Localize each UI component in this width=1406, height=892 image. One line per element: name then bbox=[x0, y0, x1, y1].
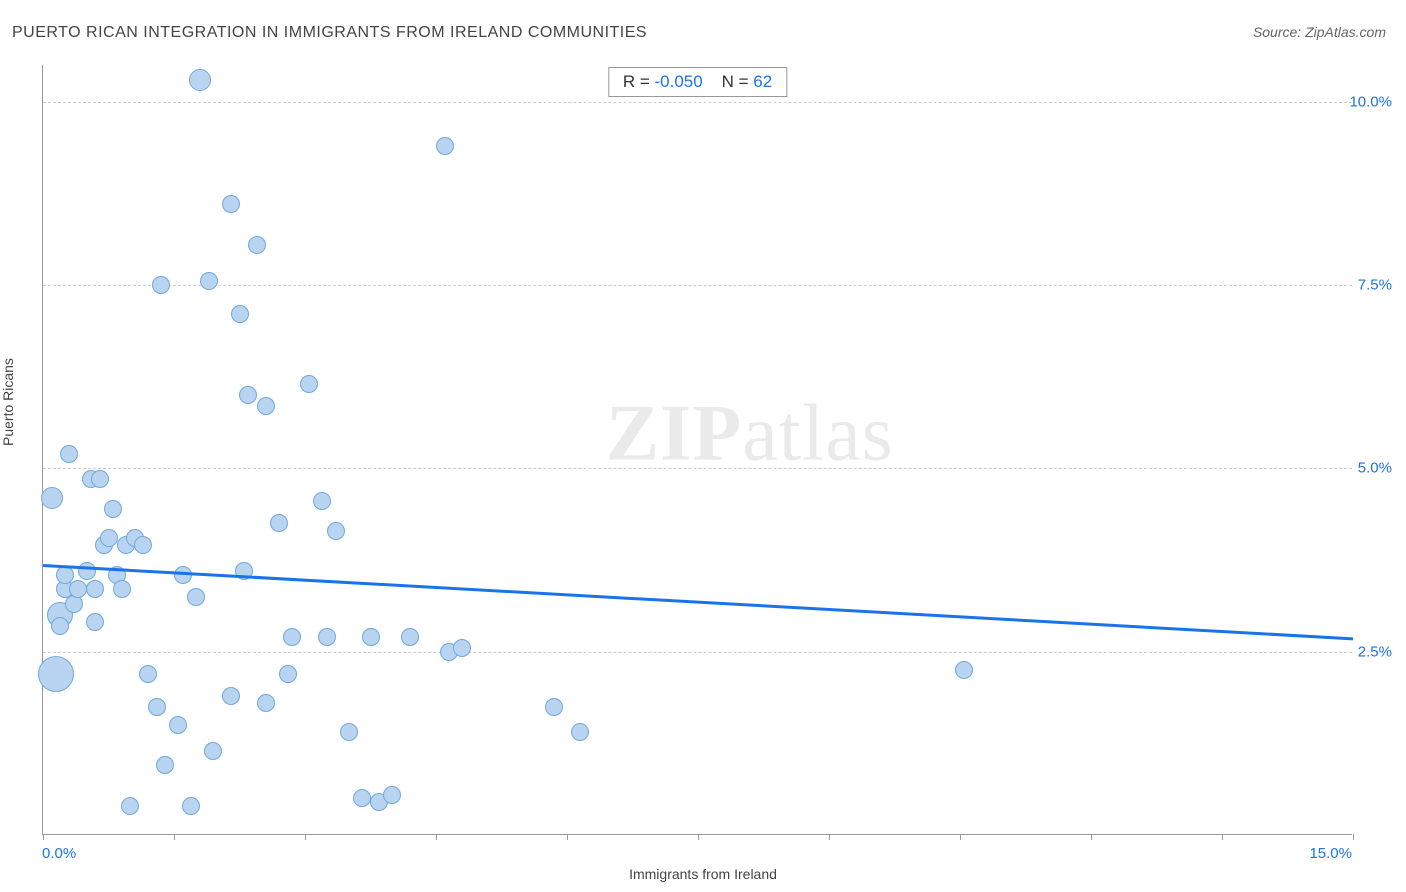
scatter-point bbox=[231, 305, 249, 323]
scatter-point bbox=[86, 580, 104, 598]
scatter-point bbox=[148, 698, 166, 716]
x-tick-mark bbox=[698, 834, 699, 840]
watermark: ZIPatlas bbox=[606, 389, 894, 480]
scatter-point bbox=[279, 665, 297, 683]
y-axis-label: Puerto Ricans bbox=[0, 358, 16, 446]
scatter-point bbox=[318, 628, 336, 646]
scatter-point bbox=[327, 522, 345, 540]
chart-title: PUERTO RICAN INTEGRATION IN IMMIGRANTS F… bbox=[12, 24, 647, 42]
scatter-point bbox=[189, 69, 211, 91]
x-tick-mark bbox=[567, 834, 568, 840]
scatter-point bbox=[313, 492, 331, 510]
gridline-h bbox=[43, 102, 1352, 103]
gridline-h bbox=[43, 285, 1352, 286]
scatter-point bbox=[60, 445, 78, 463]
scatter-point bbox=[239, 386, 257, 404]
scatter-point bbox=[270, 514, 288, 532]
x-tick-mark bbox=[1353, 834, 1354, 840]
y-tick-label: 5.0% bbox=[1358, 460, 1392, 477]
watermark-zip: ZIP bbox=[606, 390, 742, 478]
y-tick-label: 10.0% bbox=[1349, 93, 1392, 110]
scatter-point bbox=[283, 628, 301, 646]
x-tick-label-max: 15.0% bbox=[1309, 845, 1352, 862]
scatter-point bbox=[383, 786, 401, 804]
x-axis-label: Immigrants from Ireland bbox=[629, 866, 777, 882]
scatter-point bbox=[69, 580, 87, 598]
scatter-point bbox=[41, 487, 63, 509]
scatter-point bbox=[571, 723, 589, 741]
x-tick-mark bbox=[829, 834, 830, 840]
scatter-point bbox=[187, 588, 205, 606]
scatter-point bbox=[204, 742, 222, 760]
watermark-atlas: atlas bbox=[742, 390, 894, 478]
scatter-point bbox=[436, 137, 454, 155]
scatter-point bbox=[353, 789, 371, 807]
x-tick-mark bbox=[960, 834, 961, 840]
scatter-point bbox=[257, 397, 275, 415]
scatter-point bbox=[51, 617, 69, 635]
scatter-point bbox=[91, 470, 109, 488]
scatter-point bbox=[401, 628, 419, 646]
x-tick-mark bbox=[1091, 834, 1092, 840]
scatter-point bbox=[100, 529, 118, 547]
scatter-point bbox=[222, 687, 240, 705]
scatter-point bbox=[545, 698, 563, 716]
scatter-point bbox=[955, 661, 973, 679]
scatter-point bbox=[257, 694, 275, 712]
x-tick-mark bbox=[436, 834, 437, 840]
x-tick-mark bbox=[1222, 834, 1223, 840]
scatter-point bbox=[139, 665, 157, 683]
scatter-point bbox=[182, 797, 200, 815]
x-tick-mark bbox=[43, 834, 44, 840]
gridline-h bbox=[43, 652, 1352, 653]
scatter-point bbox=[104, 500, 122, 518]
scatter-point bbox=[222, 195, 240, 213]
scatter-point bbox=[169, 716, 187, 734]
y-tick-label: 2.5% bbox=[1358, 643, 1392, 660]
n-label: N = bbox=[722, 72, 749, 91]
scatter-point bbox=[86, 613, 104, 631]
trend-line bbox=[43, 564, 1353, 640]
r-label: R = bbox=[623, 72, 650, 91]
x-tick-mark bbox=[174, 834, 175, 840]
scatter-point bbox=[248, 236, 266, 254]
scatter-point bbox=[200, 272, 218, 290]
n-value: 62 bbox=[753, 72, 772, 91]
stats-box: R = -0.050 N = 62 bbox=[608, 67, 787, 97]
gridline-h bbox=[43, 468, 1352, 469]
x-tick-mark bbox=[305, 834, 306, 840]
scatter-point bbox=[38, 656, 74, 692]
scatter-point bbox=[156, 756, 174, 774]
scatter-point bbox=[362, 628, 380, 646]
plot-area: R = -0.050 N = 62 ZIPatlas bbox=[42, 65, 1352, 835]
r-value: -0.050 bbox=[654, 72, 702, 91]
scatter-point bbox=[152, 276, 170, 294]
source-attribution: Source: ZipAtlas.com bbox=[1253, 24, 1386, 40]
x-tick-label-min: 0.0% bbox=[42, 845, 76, 862]
scatter-point bbox=[121, 797, 139, 815]
scatter-point bbox=[453, 639, 471, 657]
y-tick-label: 7.5% bbox=[1358, 277, 1392, 294]
scatter-point bbox=[300, 375, 318, 393]
scatter-point bbox=[134, 536, 152, 554]
scatter-point bbox=[78, 562, 96, 580]
scatter-point bbox=[113, 580, 131, 598]
scatter-point bbox=[340, 723, 358, 741]
